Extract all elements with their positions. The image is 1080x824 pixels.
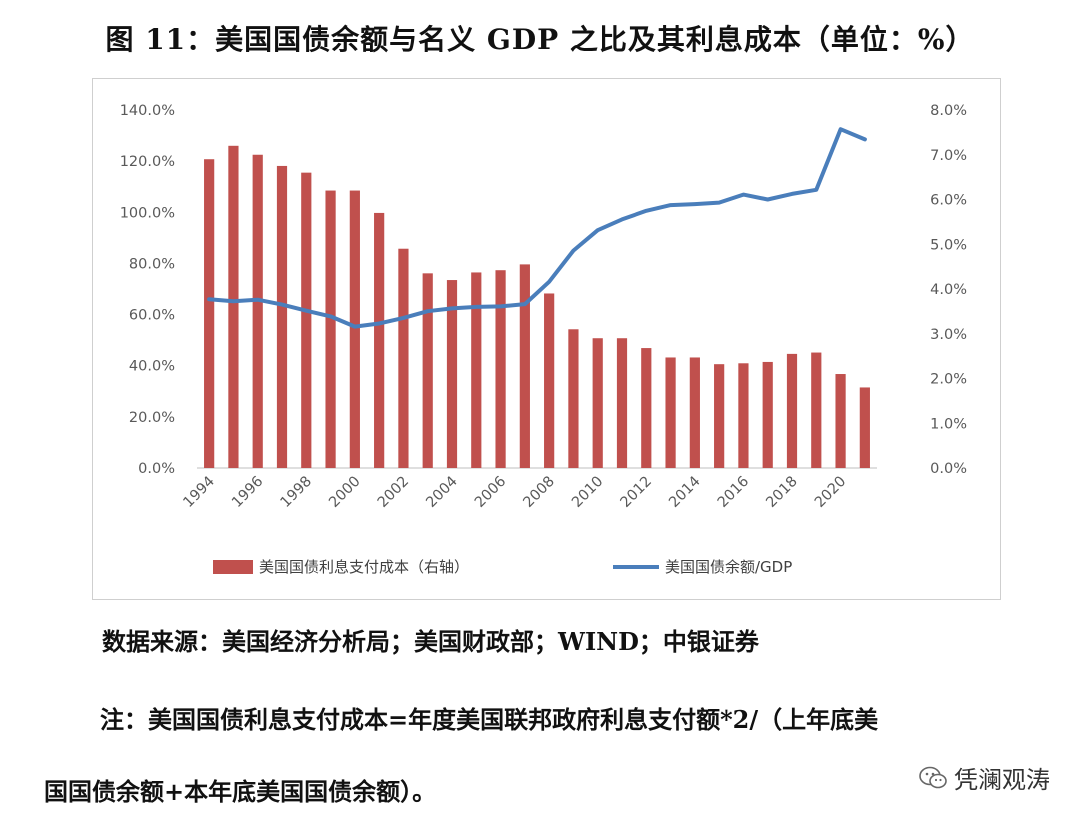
bar bbox=[374, 212, 385, 468]
note-line-2: 国国债余额+本年底美国国债余额）。 bbox=[44, 777, 437, 806]
bar bbox=[325, 190, 336, 469]
bar bbox=[592, 338, 603, 468]
right-tick-label: 7.0% bbox=[930, 148, 967, 164]
bar bbox=[762, 361, 773, 468]
bar bbox=[495, 270, 506, 468]
left-tick-label: 40.0% bbox=[129, 359, 175, 375]
bar bbox=[398, 248, 409, 468]
bar bbox=[422, 273, 433, 468]
bar bbox=[641, 348, 652, 468]
legend-bar-swatch bbox=[213, 560, 253, 574]
x-tick-label: 2012 bbox=[618, 474, 655, 511]
right-tick-label: 2.0% bbox=[930, 372, 967, 388]
x-tick-label: 2002 bbox=[375, 474, 412, 511]
left-tick-label: 140.0% bbox=[120, 103, 175, 119]
x-tick-label: 1998 bbox=[278, 474, 315, 511]
left-tick-label: 0.0% bbox=[138, 461, 175, 477]
bar bbox=[544, 293, 555, 468]
combo-chart: 0.0% 20.0% 40.0% 60.0% 80.0% 100.0% 120.0% 140.… bbox=[120, 103, 967, 576]
right-tick-label: 8.0% bbox=[930, 103, 967, 119]
x-tick-label: 2020 bbox=[812, 474, 849, 511]
x-tick-label: 2006 bbox=[472, 474, 509, 511]
bar bbox=[811, 352, 822, 468]
bar bbox=[568, 329, 579, 468]
chart-title: 图 11：美国国债余额与名义 GDP 之比及其利息成本（单位：%） bbox=[105, 23, 975, 56]
right-tick-label: 4.0% bbox=[930, 282, 967, 298]
x-tick-label: 1994 bbox=[181, 474, 218, 511]
right-tick-label: 5.0% bbox=[930, 237, 967, 253]
left-tick-label: 60.0% bbox=[129, 308, 175, 324]
bar bbox=[786, 353, 798, 468]
debt-gdp-line bbox=[207, 127, 867, 329]
chart-frame: 0.0% 20.0% 40.0% 60.0% 80.0% 100.0% 120.0% 140.… bbox=[92, 78, 1001, 600]
bar bbox=[665, 357, 676, 468]
data-source: 数据来源：美国经济分析局；美国财政部；WIND；中银证券 bbox=[102, 627, 759, 656]
right-tick-label: 3.0% bbox=[930, 327, 967, 343]
x-tick-label: 2004 bbox=[423, 474, 460, 511]
bar bbox=[689, 357, 700, 468]
bar bbox=[835, 374, 846, 468]
bar bbox=[204, 159, 215, 468]
legend-bar-label: 美国国债利息支付成本（右轴） bbox=[259, 558, 469, 576]
bar bbox=[471, 272, 482, 468]
bar bbox=[616, 338, 628, 468]
watermark: 凭澜观涛 bbox=[918, 760, 1050, 795]
x-tick-label: 2016 bbox=[715, 474, 752, 511]
x-tick-label: 1996 bbox=[229, 474, 266, 511]
bar bbox=[301, 172, 312, 468]
legend-line-label: 美国国债余额/GDP bbox=[665, 558, 792, 576]
bar bbox=[276, 165, 288, 468]
bar bbox=[228, 145, 239, 469]
x-tick-label: 2010 bbox=[569, 474, 606, 511]
bar bbox=[738, 363, 749, 468]
bar bbox=[519, 264, 530, 468]
wechat-icon bbox=[919, 766, 947, 788]
bar bbox=[446, 280, 458, 468]
bar bbox=[349, 190, 360, 469]
bar bbox=[859, 387, 870, 468]
bar bbox=[714, 364, 725, 468]
right-tick-label: 6.0% bbox=[930, 193, 967, 209]
right-tick-label: 0.0% bbox=[930, 461, 967, 477]
left-tick-label: 20.0% bbox=[129, 410, 175, 426]
bar bbox=[252, 154, 263, 468]
note-line-1: 注：美国国债利息支付成本=年度美国联邦政府利息支付额*2/（上年底美 bbox=[100, 705, 879, 734]
x-tick-label: 2014 bbox=[666, 474, 703, 511]
left-tick-label: 80.0% bbox=[129, 256, 175, 272]
x-tick-label: 2018 bbox=[763, 474, 800, 511]
right-tick-label: 1.0% bbox=[930, 416, 967, 432]
watermark-text: 凭澜观涛 bbox=[954, 766, 1050, 794]
x-tick-label: 2000 bbox=[326, 474, 363, 511]
left-tick-label: 100.0% bbox=[120, 205, 175, 221]
x-tick-label: 2008 bbox=[521, 474, 558, 511]
left-tick-label: 120.0% bbox=[120, 154, 175, 170]
